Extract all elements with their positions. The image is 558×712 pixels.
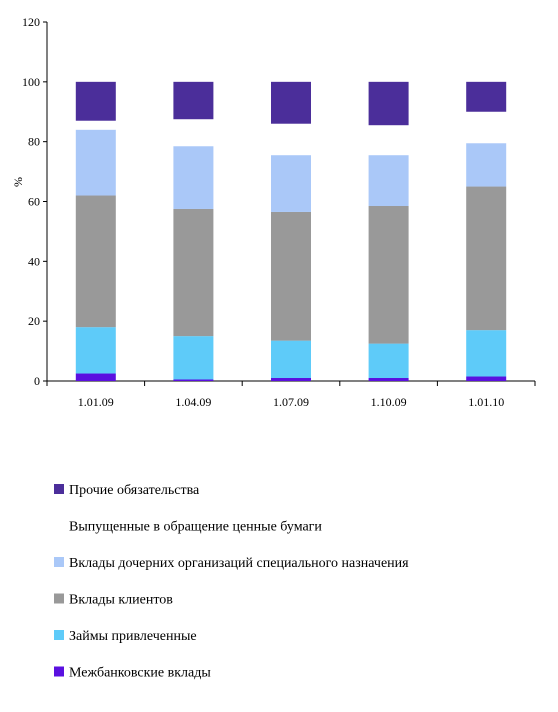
x-axis: 1.01.09 1.04.09 1.07.09 1.10.09 1.01.10 xyxy=(46,380,536,409)
legend-swatch xyxy=(54,484,64,494)
y-tick-label: 100 xyxy=(22,75,40,89)
bar-segment xyxy=(173,379,214,381)
x-tick-label: 1.10.09 xyxy=(371,395,407,409)
bar-segment xyxy=(466,143,507,187)
bar-segment xyxy=(466,330,507,377)
y-tick-label: 20 xyxy=(28,314,40,328)
legend-item: Выпущенные в обращение ценные бумаги xyxy=(54,520,322,535)
bar-segment xyxy=(271,123,311,156)
legend-swatch xyxy=(54,666,64,677)
x-tick-label: 1.07.09 xyxy=(273,395,309,409)
bar-segment xyxy=(368,343,409,379)
legend-label: Выпущенные в обращение ценные бумаги xyxy=(69,520,322,535)
legend-swatch xyxy=(54,593,64,604)
bars xyxy=(75,81,507,381)
bar-segment xyxy=(173,119,214,147)
bar-segment xyxy=(75,327,116,374)
legend-label: Вклады дочерних организаций специального… xyxy=(69,556,409,571)
legend-label: Вклады клиентов xyxy=(69,593,173,608)
y-tick-label: 120 xyxy=(22,15,40,29)
legend-swatch xyxy=(54,520,64,531)
bar-segment xyxy=(466,376,507,381)
bar-segment xyxy=(368,205,409,344)
bar-segment xyxy=(75,81,116,121)
y-tick-label: 80 xyxy=(28,135,40,149)
legend-label: Прочие обязательства xyxy=(69,483,200,498)
legend-item: Межбанковские вклады xyxy=(54,666,211,681)
y-tick-label: 40 xyxy=(28,254,40,268)
y-tick-label: 60 xyxy=(28,195,40,209)
bar-segment xyxy=(271,340,311,379)
bar-segment xyxy=(173,81,214,120)
x-tick-label: 1.04.09 xyxy=(175,395,211,409)
bar-segment xyxy=(271,378,311,381)
legend-item: Вклады клиентов xyxy=(54,593,173,608)
bar-segment xyxy=(271,81,311,124)
bar-segment xyxy=(173,208,214,337)
bar-segment xyxy=(75,120,116,130)
bar-segment xyxy=(173,146,214,209)
bar-segment xyxy=(466,111,507,144)
y-axis: 0 20 40 60 80 100 120 xyxy=(22,15,48,388)
legend-swatch xyxy=(54,557,64,567)
bar-segment xyxy=(75,373,116,381)
bar-segment xyxy=(368,125,409,156)
legend-label: Межбанковские вклады xyxy=(69,666,211,681)
y-tick-label: 0 xyxy=(34,374,40,388)
legend-item: Вклады дочерних организаций специального… xyxy=(54,556,409,571)
legend-item: Прочие обязательства xyxy=(54,483,200,498)
bar-segment xyxy=(75,195,116,328)
bar-segment xyxy=(368,378,409,381)
legend-item: Займы привлеченные xyxy=(54,629,197,644)
x-tick-label: 1.01.09 xyxy=(78,395,114,409)
x-tick-label: 1.01.10 xyxy=(468,395,504,409)
bar-segment xyxy=(466,186,507,331)
bar-segment xyxy=(271,155,311,212)
bar-segment xyxy=(75,129,116,196)
legend-swatch xyxy=(54,630,64,640)
y-axis-label: % xyxy=(11,177,25,187)
bar-segment xyxy=(173,336,214,380)
legend: Прочие обязательства Выпущенные в обращен… xyxy=(54,483,409,681)
bar-segment xyxy=(368,81,409,126)
legend-label: Займы привлеченные xyxy=(69,629,197,644)
bar-segment xyxy=(368,155,409,206)
bar-segment xyxy=(271,211,311,341)
bar-segment xyxy=(466,81,507,112)
